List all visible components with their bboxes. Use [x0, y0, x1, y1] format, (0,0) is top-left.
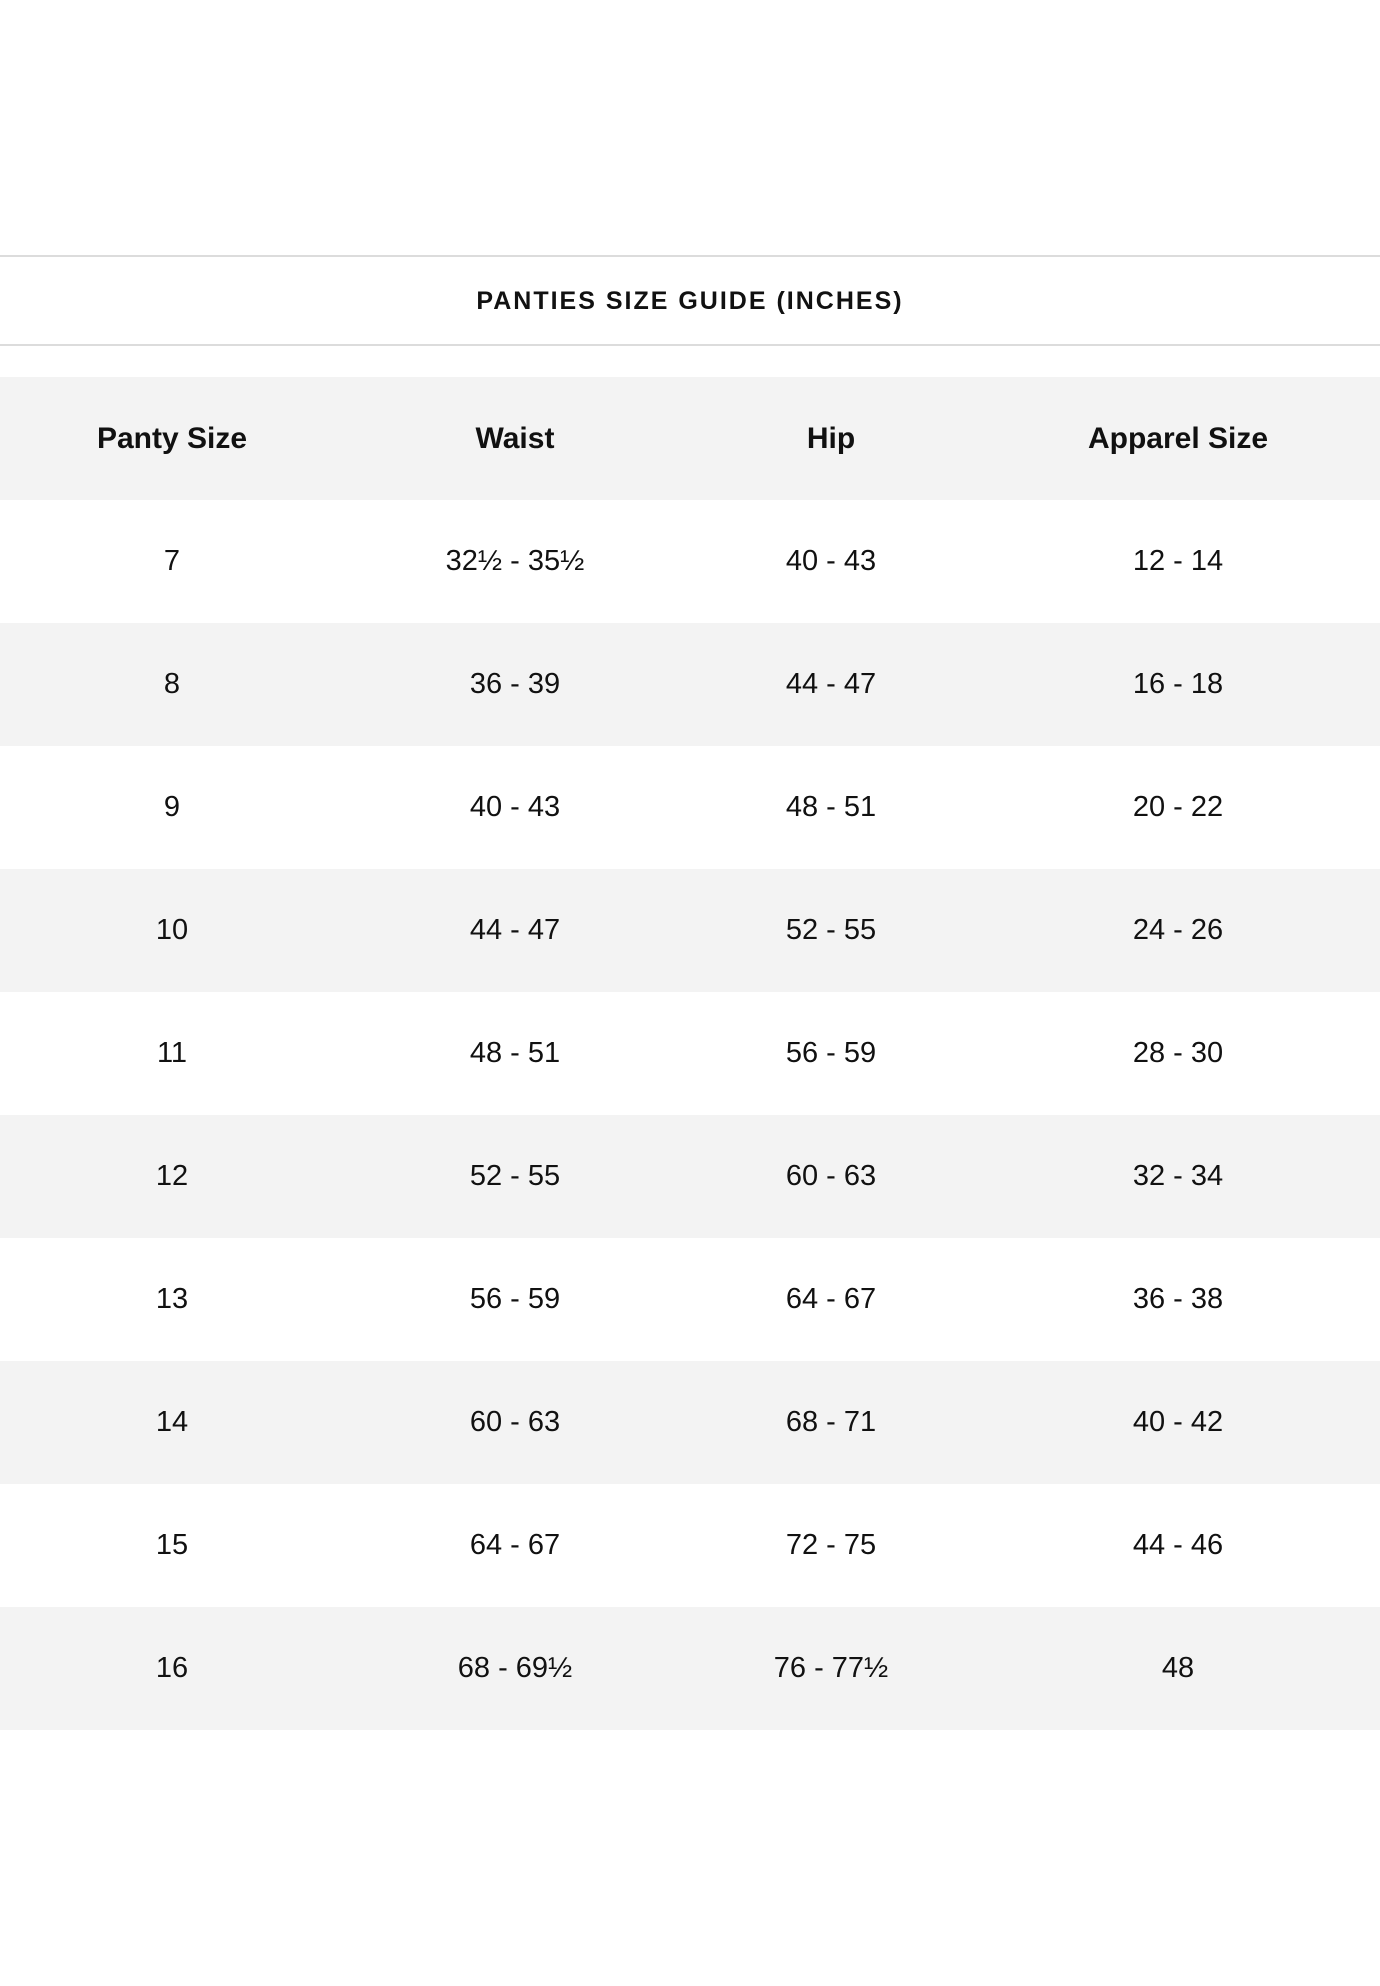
- header-waist: Waist: [475, 421, 555, 455]
- cell-apparel-size: 28 - 30: [1132, 1037, 1224, 1069]
- cell-panty-size: 7: [163, 545, 181, 577]
- cell-waist: 56 - 59: [469, 1283, 561, 1315]
- cell-hip: 44 - 47: [785, 668, 877, 700]
- title-top-divider: [0, 255, 1380, 257]
- page-title: PANTIES SIZE GUIDE (INCHES): [476, 287, 904, 315]
- cell-waist: 44 - 47: [469, 914, 561, 946]
- cell-apparel-size: 36 - 38: [1132, 1283, 1224, 1315]
- cell-panty-size: 11: [156, 1037, 188, 1069]
- header-panty-size: Panty Size: [96, 421, 248, 455]
- cell-panty-size: 16: [155, 1652, 189, 1684]
- cell-apparel-size: 24 - 26: [1132, 914, 1224, 946]
- table-row: 15 64 - 67 72 - 75 44 - 46: [0, 1484, 1380, 1607]
- cell-hip: 68 - 71: [785, 1406, 877, 1438]
- cell-hip: 60 - 63: [785, 1160, 877, 1192]
- table-row: 9 40 - 43 48 - 51 20 - 22: [0, 746, 1380, 869]
- cell-waist: 52 - 55: [469, 1160, 561, 1192]
- table-row: 11 48 - 51 56 - 59 28 - 30: [0, 992, 1380, 1115]
- cell-apparel-size: 16 - 18: [1132, 668, 1224, 700]
- cell-apparel-size: 44 - 46: [1132, 1529, 1224, 1561]
- cell-panty-size: 13: [155, 1283, 189, 1315]
- table-row: 16 68 - 69½ 76 - 77½ 48: [0, 1607, 1380, 1730]
- table-row: 8 36 - 39 44 - 47 16 - 18: [0, 623, 1380, 746]
- cell-panty-size: 10: [155, 914, 189, 946]
- cell-waist: 48 - 51: [469, 1037, 561, 1069]
- cell-panty-size: 12: [155, 1160, 189, 1192]
- cell-hip: 76 - 77½: [773, 1652, 889, 1684]
- cell-hip: 64 - 67: [785, 1283, 877, 1315]
- cell-waist: 68 - 69½: [457, 1652, 573, 1684]
- title-bottom-divider: [0, 344, 1380, 346]
- cell-panty-size: 14: [155, 1406, 189, 1438]
- table-row: 13 56 - 59 64 - 67 36 - 38: [0, 1238, 1380, 1361]
- header-apparel-size: Apparel Size: [1087, 421, 1269, 455]
- cell-hip: 52 - 55: [785, 914, 877, 946]
- cell-panty-size: 15: [155, 1529, 189, 1561]
- cell-waist: 60 - 63: [469, 1406, 561, 1438]
- cell-hip: 48 - 51: [785, 791, 877, 823]
- table-header-row: Panty Size Waist Hip Apparel Size: [0, 377, 1380, 500]
- size-guide-table: Panty Size Waist Hip Apparel Size 7 32½ -…: [0, 377, 1380, 1730]
- table-row: 7 32½ - 35½ 40 - 43 12 - 14: [0, 500, 1380, 623]
- cell-panty-size: 9: [163, 791, 181, 823]
- cell-apparel-size: 48: [1161, 1652, 1195, 1684]
- header-hip: Hip: [806, 421, 856, 455]
- cell-waist: 36 - 39: [469, 668, 561, 700]
- cell-apparel-size: 32 - 34: [1132, 1160, 1224, 1192]
- cell-apparel-size: 20 - 22: [1132, 791, 1224, 823]
- cell-hip: 72 - 75: [785, 1529, 877, 1561]
- table-row: 14 60 - 63 68 - 71 40 - 42: [0, 1361, 1380, 1484]
- cell-hip: 40 - 43: [785, 545, 877, 577]
- table-row: 12 52 - 55 60 - 63 32 - 34: [0, 1115, 1380, 1238]
- cell-apparel-size: 40 - 42: [1132, 1406, 1224, 1438]
- cell-waist: 64 - 67: [469, 1529, 561, 1561]
- table-row: 10 44 - 47 52 - 55 24 - 26: [0, 869, 1380, 992]
- cell-apparel-size: 12 - 14: [1132, 545, 1224, 577]
- cell-waist: 32½ - 35½: [445, 545, 585, 577]
- cell-waist: 40 - 43: [469, 791, 561, 823]
- cell-hip: 56 - 59: [785, 1037, 877, 1069]
- cell-panty-size: 8: [163, 668, 181, 700]
